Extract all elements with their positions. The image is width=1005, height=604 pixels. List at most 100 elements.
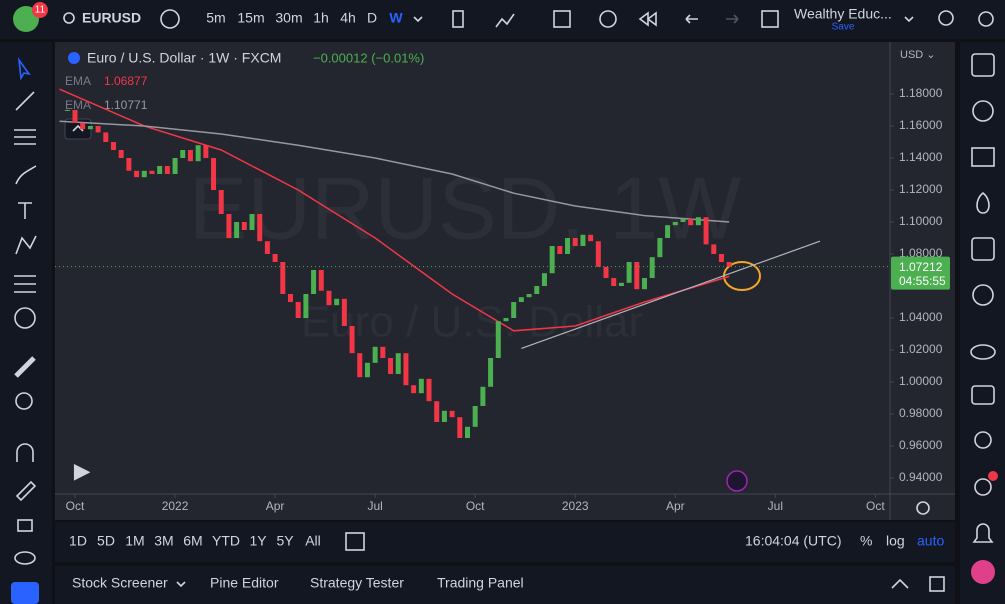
link-tool[interactable]	[11, 582, 39, 604]
candle	[703, 217, 709, 245]
y-tick-label: 1.16000	[899, 118, 943, 132]
search-icon[interactable]	[63, 12, 75, 24]
candle	[126, 158, 132, 171]
range-button[interactable]: All	[305, 533, 321, 549]
bottom-panel	[55, 566, 955, 604]
goto-date[interactable]	[345, 532, 365, 551]
candle	[341, 298, 347, 326]
save[interactable]: Save	[832, 22, 855, 33]
emoji-tool[interactable]	[14, 307, 36, 329]
x-tick-label: Jul	[367, 499, 382, 513]
candle	[549, 246, 555, 274]
axis-settings[interactable]	[916, 501, 930, 515]
text-tool[interactable]	[18, 202, 32, 219]
alerts-icon[interactable]	[972, 100, 994, 122]
prediction-tool[interactable]	[14, 275, 36, 293]
layout-name[interactable]: Wealthy Educ...	[794, 6, 892, 22]
sidebar-icons	[970, 53, 998, 584]
x-tick-label: Oct	[866, 499, 885, 513]
streams-icon[interactable]	[970, 344, 996, 360]
zoom-tool[interactable]	[15, 392, 33, 410]
candle	[695, 217, 701, 226]
interval[interactable]: 1h	[313, 10, 329, 26]
cursor-tool[interactable]	[17, 57, 31, 81]
data-window-icon[interactable]	[971, 147, 995, 167]
events-icon[interactable]	[726, 470, 748, 492]
interval[interactable]: 4h	[340, 10, 356, 26]
alert-icon[interactable]	[599, 10, 617, 28]
watchlist-icon[interactable]	[971, 53, 995, 77]
maximize-panel[interactable]	[891, 578, 909, 589]
ideas-icon[interactable]	[972, 284, 994, 306]
chat-icon[interactable]	[971, 385, 995, 405]
range-button[interactable]: 1Y	[249, 533, 267, 549]
collapse-chevron[interactable]	[72, 124, 84, 132]
interval[interactable]: W	[389, 10, 403, 26]
log-toggle[interactable]: log	[886, 533, 905, 549]
candle	[326, 290, 332, 306]
auto-toggle[interactable]: auto	[917, 533, 944, 549]
layouts-icon[interactable]	[553, 10, 571, 28]
candle	[665, 225, 671, 238]
lock-tool[interactable]	[17, 519, 33, 532]
interval[interactable]: 30m	[275, 10, 302, 26]
tab[interactable]: Strategy Tester	[310, 575, 404, 591]
pattern-tool[interactable]	[15, 235, 37, 255]
candle	[110, 142, 116, 150]
range-button[interactable]: 1M	[125, 533, 144, 549]
brush-tool[interactable]	[15, 165, 37, 185]
fib-tool[interactable]	[14, 129, 36, 145]
interval[interactable]: D	[367, 10, 377, 26]
indicators-icon[interactable]	[495, 13, 515, 28]
symbol[interactable]: EURUSD	[82, 10, 141, 26]
interval[interactable]: 15m	[237, 10, 264, 26]
y-tick-label: 1.02000	[899, 342, 943, 356]
restore-panel[interactable]	[929, 576, 945, 592]
add-symbol[interactable]	[160, 9, 180, 29]
last-price-label: 1.07212	[899, 260, 943, 274]
range-button[interactable]: 6M	[183, 533, 202, 549]
chevron[interactable]	[413, 16, 423, 23]
replay-icon[interactable]	[638, 11, 657, 27]
chevron[interactable]	[904, 16, 914, 23]
range-button[interactable]: 1D	[69, 533, 87, 549]
ideas-bulb[interactable]	[974, 431, 992, 449]
percent-toggle[interactable]: %	[860, 533, 872, 549]
calendar-icon[interactable]	[971, 237, 995, 261]
redo-icon[interactable]	[726, 14, 739, 24]
notification-dot	[988, 471, 998, 481]
ruler-tool[interactable]	[14, 356, 36, 378]
y-tick-label: 0.94000	[899, 470, 943, 484]
notifications-icon[interactable]	[972, 523, 994, 543]
intervals: 5m 15m 30m 1h 4h D W	[206, 10, 403, 26]
change: −0.00012 (−0.01%)	[313, 50, 424, 65]
interval[interactable]: 5m	[206, 10, 225, 26]
candle	[603, 266, 609, 278]
tab[interactable]: Trading Panel	[437, 575, 524, 591]
settings-icon[interactable]	[978, 11, 994, 27]
tab[interactable]: Pine Editor	[210, 575, 279, 591]
stay-drawing[interactable]	[15, 480, 37, 502]
undo-icon[interactable]	[685, 14, 698, 24]
help-icon[interactable]	[971, 560, 995, 584]
magnet-tool[interactable]	[16, 443, 34, 462]
quick-search[interactable]	[938, 10, 954, 26]
bar-type-icon[interactable]	[452, 10, 464, 28]
range-button[interactable]: 5Y	[276, 533, 294, 549]
replay-panel[interactable]	[974, 478, 992, 496]
range-button[interactable]: 3M	[154, 533, 173, 549]
tab[interactable]: Stock Screener	[72, 575, 168, 591]
candle	[457, 417, 463, 438]
fullscreen-icon[interactable]	[761, 10, 779, 28]
candle	[572, 238, 578, 246]
range-button[interactable]: 5D	[97, 533, 115, 549]
currency[interactable]: USD ⌄	[900, 49, 936, 61]
candle	[264, 241, 270, 254]
candle	[403, 353, 409, 386]
hide-tool[interactable]	[14, 551, 36, 565]
line-tool[interactable]	[15, 91, 35, 111]
hotlist-icon[interactable]	[976, 191, 990, 214]
range-button[interactable]: YTD	[212, 533, 240, 549]
x-tick-label: Apr	[666, 499, 685, 513]
chevron[interactable]	[176, 581, 186, 588]
